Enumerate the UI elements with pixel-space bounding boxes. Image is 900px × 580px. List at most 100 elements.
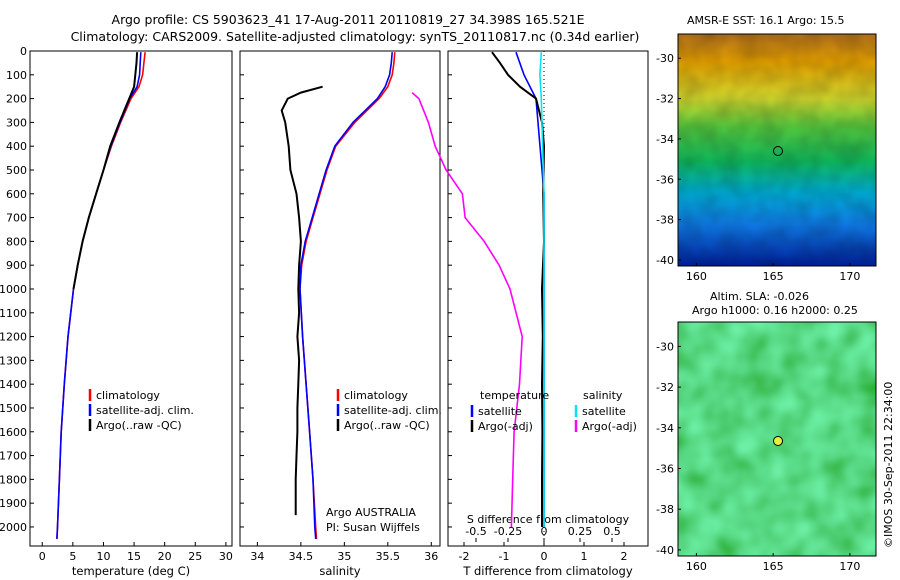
legend-label: satellite [478,405,522,418]
map-lon-tick-label: 165 [763,270,784,283]
y-tick-label: 500 [6,164,27,177]
y-tick-label: 900 [6,259,27,272]
temperature-profile-panel: 0 5 10 15 20 25 300100200300400500600700800900… [0,45,233,578]
map-lat-tick-label: -38 [656,503,674,516]
y-tick-label: 800 [6,235,27,248]
x-tick-label: 0 [541,550,548,563]
legend-label: Argo(-adj) [582,420,637,433]
series-line-climatology [56,52,146,539]
y-tick-label: 1800 [0,473,27,486]
x2-tick-label: 0 [541,525,548,538]
map-lat-tick-label: -38 [656,214,674,227]
plot-frame [239,50,441,547]
legend-label: Argo(..raw -QC) [96,419,182,432]
sla-map [677,321,877,557]
series-line-satelliteadjclim [56,52,142,539]
legend-label: climatology [96,389,160,402]
map-lat-tick-label: -36 [656,463,674,476]
sst-map [677,33,877,267]
y-tick-label: 100 [6,69,27,82]
figure-title-line1: Argo profile: CS 5903623_41 17-Aug-2011 … [111,12,585,27]
x-tick-label: 20 [158,550,172,563]
x-tick-label: 5 [69,550,76,563]
x2-tick-label: -0.25 [494,525,522,538]
difference-profile-panel: -2 -1 0 1 2T difference from climatology -0.5… [411,50,649,578]
x2-tick-label: -0.5 [465,525,486,538]
legend-label: satellite-adj. clim. [96,404,194,417]
map-axes: -30 -32 -34 -36 -38 -40 160 165 170 -30 -32 -34 -36 -… [656,52,860,573]
legend-label: satellite-adj. clim. [344,404,442,417]
y-tick-label: 1700 [0,450,27,463]
legend-group-temperature: temperature [480,389,549,402]
x-tick-label: 36 [424,550,438,563]
map-lat-tick-label: -34 [656,422,674,435]
s-difference-label: S difference from climatology [467,513,630,526]
sla-map-title-line2: Argo h1000: 0.16 h2000: 0.25 [692,304,858,317]
x2-tick-label: 0.25 [568,525,593,538]
x-tick-label: 1 [581,550,588,563]
float-owner-label: Argo AUSTRALIA [326,506,416,519]
x-tick-label: 2 [621,550,628,563]
y-tick-label: 1000 [0,283,27,296]
map-lon-tick-label: 170 [839,560,860,573]
map-lat-tick-label: -30 [656,52,674,65]
x-tick-label: 15 [127,550,141,563]
plot-frame [29,50,233,547]
series-line-argorawqc [280,85,323,516]
map-lon-tick-label: 160 [686,270,707,283]
x-tick-label: -2 [459,550,470,563]
x-tick-label: 25 [188,550,202,563]
salinity-profile-panel: 34 34.5 35 35.5 36 salinity climatology satelli… [239,50,442,578]
x-axis-label: T difference from climatology [462,564,633,578]
y-tick-label: 1600 [0,426,27,439]
y-tick-label: 2000 [0,521,27,534]
x-tick-label: 30 [219,550,233,563]
map-lat-tick-label: -30 [656,340,674,353]
map-lat-tick-label: -40 [656,544,674,557]
map-lat-tick-label: -40 [656,254,674,267]
x2-tick-label: 0.5 [603,525,621,538]
map-lat-tick-label: -32 [656,381,674,394]
series-line-argoadj [491,51,546,527]
series-line-climatology [299,52,396,539]
series-line-satellite [515,51,545,527]
series-line-satellite [539,52,545,527]
y-tick-label: 300 [6,116,27,129]
x-tick-label: 10 [96,550,110,563]
x-tick-label: 34 [250,550,264,563]
x-tick-label: 34.5 [289,550,314,563]
map-lon-tick-label: 165 [763,560,784,573]
y-tick-label: 1400 [0,378,27,391]
legend-group-salinity: salinity [583,389,623,402]
sla-map-title-line1: Altim. SLA: -0.026 [710,290,810,303]
series-line-satelliteadjclim [299,52,393,539]
map-lat-tick-label: -36 [656,173,674,186]
map-lat-tick-label: -32 [656,93,674,106]
series-line-argorawqc [72,52,139,290]
y-tick-label: 400 [6,140,27,153]
x-axis-label: temperature (deg C) [72,564,190,578]
y-tick-label: 200 [6,93,27,106]
x-tick-label: 35.5 [376,550,401,563]
argo-position-marker-sla [773,436,783,446]
map-lon-tick-label: 160 [686,560,707,573]
y-tick-label: 1200 [0,331,27,344]
legend-label: satellite [582,405,626,418]
copyright-stamp: ©IMOS 30-Sep-2011 22:34:00 [882,381,895,548]
map-lat-tick-label: -34 [656,133,674,146]
y-tick-label: 1500 [0,402,27,415]
x-tick-label: 35 [337,550,351,563]
y-tick-label: 1100 [0,307,27,320]
x-tick-label: -1 [499,550,510,563]
x-tick-label: 0 [39,550,46,563]
pi-label: PI: Susan Wijffels [326,521,420,534]
legend-label: climatology [344,389,408,402]
legend-label: Argo(..raw -QC) [344,419,430,432]
x-axis-label: salinity [319,564,360,578]
legend-label: Argo(-adj) [478,420,533,433]
y-tick-label: 0 [20,45,27,58]
figure-title-line2: Climatology: CARS2009. Satellite-adjuste… [70,29,640,44]
series-line-argoadj [411,92,524,528]
y-tick-label: 700 [6,212,27,225]
